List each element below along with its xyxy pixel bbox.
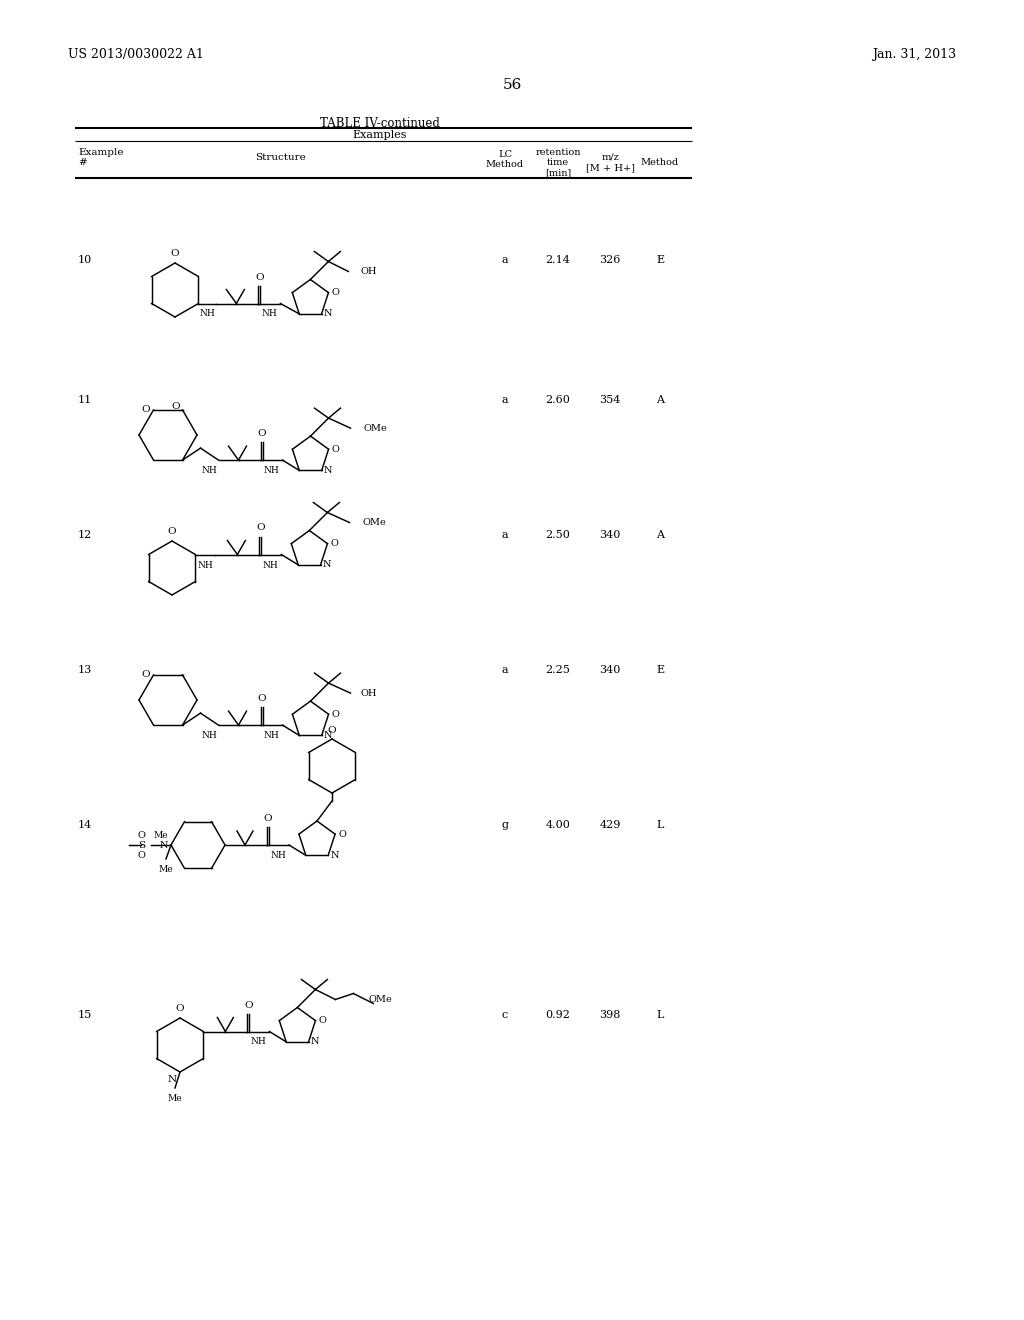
Text: O: O [142,671,151,680]
Text: #: # [78,158,87,168]
Text: time: time [547,158,569,168]
Text: 429: 429 [599,820,621,830]
Text: L: L [656,820,664,830]
Text: O: O [331,539,338,548]
Text: TABLE IV-continued: TABLE IV-continued [321,117,440,129]
Text: O: O [338,830,346,838]
Text: Me: Me [168,1094,182,1104]
Text: m/z: m/z [601,153,618,162]
Text: N: N [324,731,332,741]
Text: Me: Me [154,832,168,840]
Text: OMe: OMe [362,517,386,527]
Text: O: O [255,272,264,281]
Text: a: a [502,255,508,265]
Text: Me: Me [159,865,173,874]
Text: NH: NH [263,466,280,475]
Text: NH: NH [251,1038,266,1047]
Text: Example: Example [78,148,124,157]
Text: 11: 11 [78,395,92,405]
Text: OMe: OMe [369,995,392,1005]
Text: c: c [502,1010,508,1020]
Text: S: S [138,841,145,850]
Text: 2.50: 2.50 [546,531,570,540]
Text: 4.00: 4.00 [546,820,570,830]
Text: O: O [257,694,266,704]
Text: O: O [256,524,264,532]
Text: E: E [656,255,664,265]
Text: 2.14: 2.14 [546,255,570,265]
Text: N: N [310,1038,319,1047]
Text: A: A [656,531,664,540]
Text: E: E [656,665,664,675]
Text: O: O [328,726,336,735]
Text: N: N [330,851,339,859]
Text: 2.60: 2.60 [546,395,570,405]
Text: 12: 12 [78,531,92,540]
Text: 354: 354 [599,395,621,405]
Text: O: O [142,405,151,414]
Text: N: N [160,841,168,850]
Text: O: O [332,288,339,297]
Text: O: O [176,1005,184,1012]
Text: O: O [171,403,179,412]
Text: N: N [324,309,332,318]
Text: NH: NH [261,309,278,318]
Text: O: O [332,445,339,454]
Text: NH: NH [263,731,280,741]
Text: OH: OH [360,267,377,276]
Text: Structure: Structure [255,153,305,162]
Text: a: a [502,395,508,405]
Text: O: O [244,1001,253,1010]
Text: Method: Method [641,158,679,168]
Text: US 2013/0030022 A1: US 2013/0030022 A1 [68,48,204,61]
Text: N: N [323,561,331,569]
Text: 15: 15 [78,1010,92,1020]
Text: 398: 398 [599,1010,621,1020]
Text: 2.25: 2.25 [546,665,570,675]
Text: OH: OH [360,689,377,697]
Text: 340: 340 [599,665,621,675]
Text: O: O [137,850,145,859]
Text: Method: Method [486,160,524,169]
Text: Jan. 31, 2013: Jan. 31, 2013 [871,48,956,61]
Text: O: O [171,249,179,257]
Text: 10: 10 [78,255,92,265]
Text: OMe: OMe [364,424,387,433]
Text: Examples: Examples [352,129,408,140]
Text: [M + H+]: [M + H+] [586,162,635,172]
Text: 56: 56 [503,78,521,92]
Text: O: O [257,429,266,438]
Text: [min]: [min] [545,168,571,177]
Text: L: L [656,1010,664,1020]
Text: A: A [656,395,664,405]
Text: NH: NH [200,309,215,318]
Text: a: a [502,531,508,540]
Text: N: N [168,1074,177,1084]
Text: 340: 340 [599,531,621,540]
Text: 0.92: 0.92 [546,1010,570,1020]
Text: O: O [168,527,176,536]
Text: O: O [318,1016,327,1026]
Text: retention: retention [536,148,581,157]
Text: a: a [502,665,508,675]
Text: O: O [264,814,272,822]
Text: 14: 14 [78,820,92,830]
Text: NH: NH [202,466,217,475]
Text: 326: 326 [599,255,621,265]
Text: g: g [502,820,509,830]
Text: O: O [332,710,339,719]
Text: NH: NH [262,561,279,569]
Text: 13: 13 [78,665,92,675]
Text: NH: NH [198,561,213,569]
Text: N: N [324,466,332,475]
Text: NH: NH [202,731,217,741]
Text: O: O [137,830,145,840]
Text: NH: NH [270,851,286,861]
Text: LC: LC [498,150,512,158]
